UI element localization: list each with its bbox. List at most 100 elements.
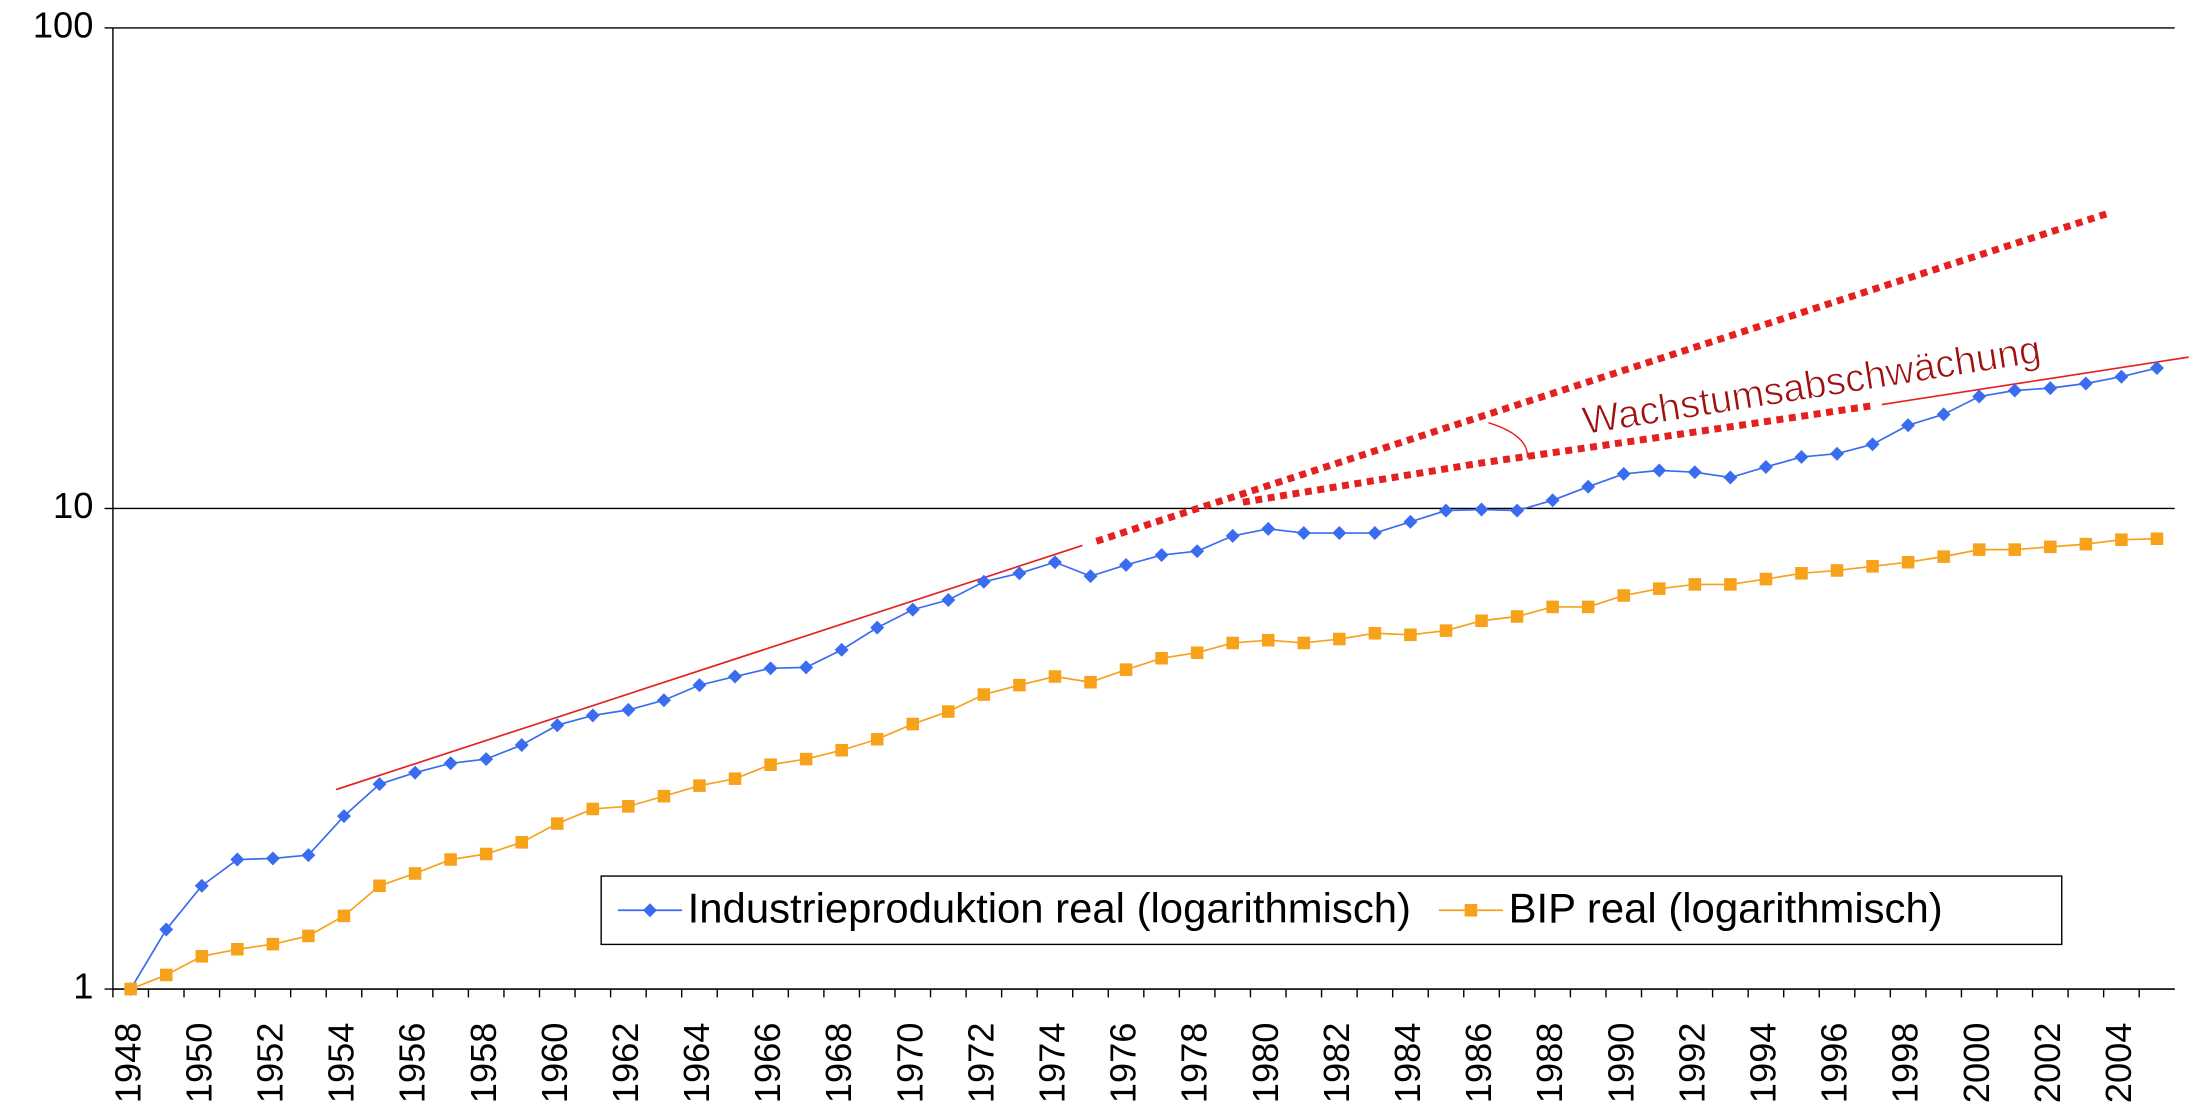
trend-annotations: Wachstumsabschwächung	[335, 210, 2189, 791]
x-tick-label: 1988	[1529, 1023, 1570, 1104]
x-tick-label: 1968	[818, 1023, 859, 1104]
marker	[1403, 514, 1418, 529]
marker	[302, 929, 315, 943]
marker	[692, 678, 707, 693]
marker	[1464, 903, 1478, 917]
marker	[1972, 389, 1987, 404]
marker	[479, 847, 493, 861]
marker	[1261, 633, 1275, 647]
marker	[443, 756, 458, 771]
marker	[657, 789, 671, 803]
legend-box	[600, 875, 2063, 946]
marker	[266, 937, 280, 951]
marker	[265, 851, 280, 866]
x-tick-label: 1950	[178, 1023, 219, 1104]
marker	[2114, 369, 2129, 384]
marker	[2115, 533, 2128, 546]
marker	[230, 852, 245, 867]
series-line	[129, 367, 2158, 990]
marker	[1439, 503, 1453, 518]
marker	[1047, 555, 1062, 570]
marker	[1546, 600, 1559, 614]
marker	[1795, 567, 1808, 580]
marker	[301, 848, 316, 863]
marker	[764, 758, 777, 771]
marker	[1794, 449, 1809, 464]
marker	[159, 922, 174, 937]
marker	[1830, 564, 1844, 577]
x-tick-label: 1996	[1814, 1023, 1855, 1104]
marker	[444, 853, 457, 866]
marker	[1368, 626, 1382, 640]
marker	[550, 718, 565, 733]
marker	[514, 738, 529, 752]
x-tick-label: 1978	[1174, 1023, 1215, 1104]
x-tick-label: 1984	[1387, 1023, 1428, 1104]
marker	[1261, 521, 1276, 536]
marker	[2043, 381, 2058, 396]
x-tick-label: 1956	[392, 1023, 433, 1104]
marker	[1332, 526, 1347, 541]
marker	[1013, 678, 1026, 692]
x-tick-label: 1980	[1245, 1023, 1286, 1104]
y-tick-label: 10	[53, 485, 93, 526]
marker	[2008, 543, 2022, 556]
marker	[1936, 407, 1951, 422]
marker	[906, 717, 920, 731]
marker	[1901, 418, 1916, 433]
marker	[1404, 628, 1417, 642]
marker	[1688, 578, 1702, 591]
marker	[905, 602, 920, 617]
x-tick-label: 1976	[1103, 1023, 1144, 1104]
marker	[2044, 540, 2057, 554]
marker	[977, 688, 991, 701]
x-tick-label: 1966	[747, 1023, 788, 1104]
trend-dotted	[1242, 402, 1872, 506]
marker	[941, 593, 956, 607]
marker	[2149, 361, 2164, 376]
x-tick-label: 1972	[960, 1023, 1001, 1104]
marker	[1296, 526, 1311, 541]
marker	[2007, 383, 2022, 398]
marker	[1048, 670, 1062, 683]
trend-dotted	[1095, 210, 2109, 545]
marker	[1155, 651, 1168, 665]
x-tick-label: 1982	[1316, 1023, 1357, 1104]
marker	[337, 909, 351, 923]
marker	[408, 765, 423, 780]
x-tick-label: 1954	[321, 1023, 362, 1104]
marker	[1475, 614, 1488, 628]
x-tick-label: 1986	[1458, 1023, 1499, 1104]
marker	[1581, 479, 1596, 494]
marker	[373, 879, 386, 893]
marker	[1617, 589, 1631, 602]
marker	[1084, 675, 1097, 689]
x-tick-label: 1990	[1600, 1023, 1641, 1104]
marker	[1723, 470, 1738, 485]
legend-label: BIP real (logarithmisch)	[1509, 885, 1943, 932]
marker	[1439, 624, 1453, 637]
marker	[585, 708, 600, 723]
x-tick-label: 1958	[463, 1023, 504, 1104]
marker	[1225, 528, 1240, 543]
marker	[550, 817, 564, 830]
marker	[1226, 636, 1239, 650]
marker	[870, 732, 884, 746]
marker	[372, 777, 387, 792]
x-tick-label: 1962	[605, 1023, 646, 1104]
x-tick-label: 1974	[1032, 1023, 1073, 1104]
legend-label: Industrieproduktion real (logarithmisch)	[688, 885, 1411, 932]
marker	[195, 950, 209, 963]
marker	[1652, 463, 1667, 478]
marker	[515, 836, 529, 849]
marker	[621, 702, 636, 717]
marker	[1119, 557, 1134, 572]
marker	[479, 752, 494, 767]
marker	[1758, 459, 1773, 474]
marker	[337, 809, 351, 824]
marker	[728, 669, 742, 684]
marker	[1616, 466, 1631, 481]
marker	[586, 802, 600, 816]
